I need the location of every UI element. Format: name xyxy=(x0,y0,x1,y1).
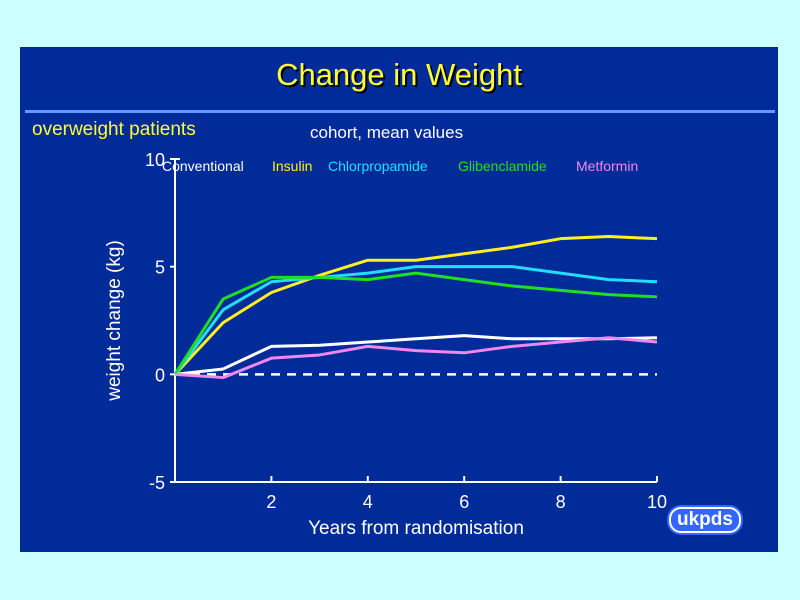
x-axis-label: Years from randomisation xyxy=(308,518,524,539)
series-line-conventional xyxy=(174,334,658,376)
x-tick-label: 2 xyxy=(266,492,276,512)
x-tick-label: 10 xyxy=(647,492,667,512)
x-tick-label: 4 xyxy=(363,492,373,512)
ukpds-logo: ukpds xyxy=(669,507,741,533)
series-line-insulin xyxy=(173,235,658,376)
series-line-glibenclamide xyxy=(173,271,658,376)
y-tick-label: 10 xyxy=(145,150,165,170)
slide-title: Change in Weight xyxy=(276,57,522,92)
slide-panel: Change in Weight overweight patients coh… xyxy=(20,47,778,552)
slide-subtitle: overweight patients xyxy=(32,119,196,140)
legend-metformin: Metformin xyxy=(576,158,638,174)
weight-chart: -5 0 5 10 2 4 6 8 10 Years from randomisation weig… xyxy=(104,150,667,539)
series-line-chlorpropamide xyxy=(173,265,658,376)
y-tick-label: -5 xyxy=(149,473,165,493)
x-tick-label: 8 xyxy=(556,492,566,512)
legend-chlorpropamide: Chlorpropamide xyxy=(328,158,428,174)
legend-insulin: Insulin xyxy=(272,158,312,174)
y-tick-label: 5 xyxy=(155,258,165,278)
y-axis-label: weight change (kg) xyxy=(104,240,125,402)
series-line-metformin xyxy=(174,336,658,380)
title-divider xyxy=(25,110,775,113)
legend-conventional: Conventional xyxy=(162,158,244,174)
x-tick-label: 6 xyxy=(459,492,469,512)
legend-glibenclamide: Glibenclamide xyxy=(458,158,547,174)
slide-note: cohort, mean values xyxy=(310,123,464,142)
y-tick-label: 0 xyxy=(155,365,165,385)
